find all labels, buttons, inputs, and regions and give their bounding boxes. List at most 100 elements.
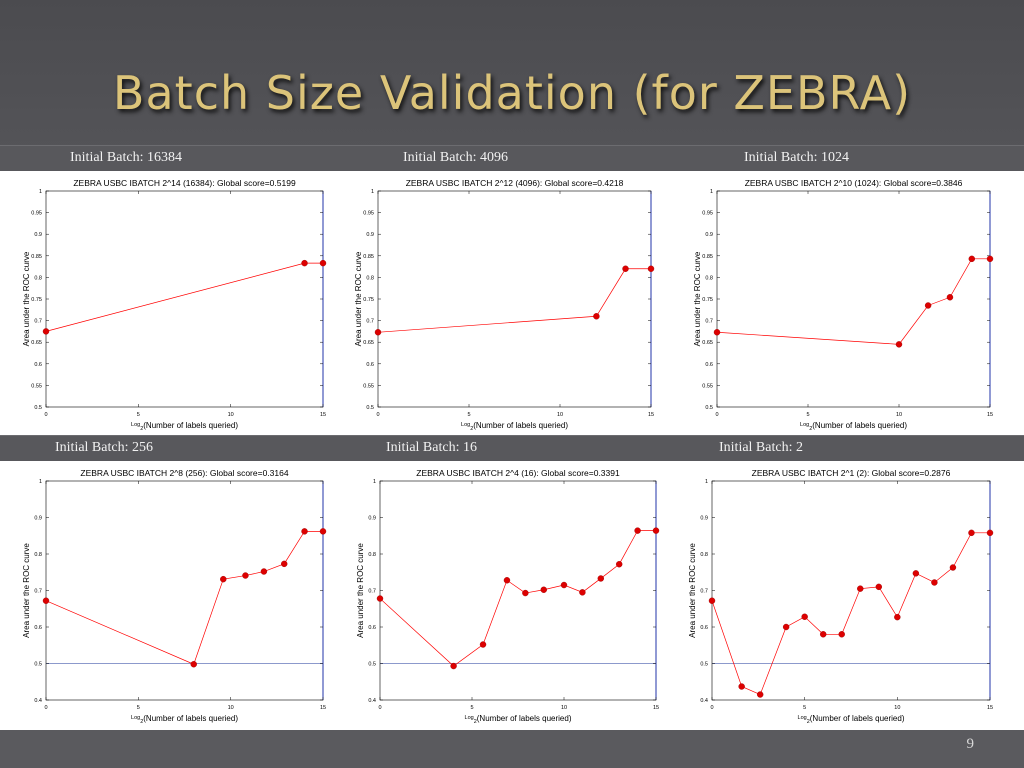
x-axis-label: Log2(Number of labels queried) xyxy=(131,714,238,725)
data-point xyxy=(968,255,975,263)
y-tick-label: 0.7 xyxy=(366,319,374,325)
y-tick-label: 0.85 xyxy=(363,254,374,260)
footer-bar xyxy=(0,730,1024,768)
chart-title: ZEBRA USBC IBATCH 2^8 (256): Global scor… xyxy=(80,468,288,478)
slide-title: Batch Size Validation (for ZEBRA) xyxy=(112,66,912,120)
series-line xyxy=(716,258,990,345)
x-tick-label: 10 xyxy=(561,705,567,711)
data-point xyxy=(376,595,384,602)
x-tick-label: 5 xyxy=(803,705,806,711)
data-point xyxy=(616,561,623,568)
y-axis-label: Area under the ROC curve xyxy=(354,251,363,346)
data-point xyxy=(540,586,547,593)
x-axis-label: Log2(Number of labels queried) xyxy=(800,421,907,432)
data-point xyxy=(622,265,629,272)
data-point xyxy=(756,691,764,698)
data-point xyxy=(479,641,487,648)
row-label-16: Initial Batch: 16 xyxy=(386,440,477,455)
y-tick-label: 0.7 xyxy=(368,589,376,595)
y-tick-label: 0.4 xyxy=(368,698,376,704)
y-tick-label: 0.8 xyxy=(368,552,376,558)
row-label-1024: Initial Batch: 1024 xyxy=(744,150,849,165)
data-point xyxy=(597,575,604,582)
y-tick-label: 0.7 xyxy=(34,589,42,595)
y-tick-label: 0.75 xyxy=(363,297,374,303)
data-point xyxy=(560,581,568,589)
y-tick-label: 0.8 xyxy=(705,275,713,281)
x-axis-label: Log2(Number of labels queried) xyxy=(131,421,238,432)
bottom-row-charts-panel xyxy=(0,461,1024,730)
y-tick-label: 0.5 xyxy=(34,405,42,411)
x-tick-label: 10 xyxy=(894,705,900,711)
y-tick-label: 0.5 xyxy=(366,405,374,411)
y-tick-label: 0.85 xyxy=(702,254,713,260)
y-tick-label: 0.65 xyxy=(31,340,42,346)
data-point xyxy=(986,255,994,263)
chart-ibatch-1024: ZEBRA USBC IBATCH 2^10 (1024): Global sc… xyxy=(693,178,994,432)
row-label-16384: Initial Batch: 16384 xyxy=(70,150,182,165)
axes-box xyxy=(45,480,324,701)
row-label-256: Initial Batch: 256 xyxy=(55,440,153,455)
y-tick-label: 0.8 xyxy=(34,275,42,281)
y-tick-label: 0.8 xyxy=(34,552,42,558)
data-point xyxy=(652,527,660,534)
data-point xyxy=(503,577,511,584)
data-point xyxy=(281,560,288,568)
data-point xyxy=(968,529,975,537)
data-point xyxy=(220,575,227,583)
data-point xyxy=(931,579,938,586)
series-line xyxy=(377,268,651,333)
data-point xyxy=(894,613,901,621)
y-tick-label: 1 xyxy=(39,189,42,195)
y-tick-label: 0.5 xyxy=(705,405,713,411)
y-axis-label: Area under the ROC curve xyxy=(22,251,31,346)
data-point xyxy=(949,564,957,571)
data-point xyxy=(242,572,249,579)
chart-ibatch-256: ZEBRA USBC IBATCH 2^8 (256): Global scor… xyxy=(22,468,327,725)
y-tick-label: 0.55 xyxy=(363,383,374,389)
data-point xyxy=(875,583,883,591)
data-point xyxy=(738,683,745,690)
page-number: 9 xyxy=(966,736,975,752)
data-point xyxy=(42,597,50,604)
y-tick-label: 0.75 xyxy=(31,297,42,303)
y-tick-label: 0.4 xyxy=(34,698,42,704)
data-point xyxy=(912,570,920,577)
data-point xyxy=(708,597,716,604)
data-point xyxy=(450,662,457,670)
y-tick-label: 0.65 xyxy=(702,340,713,346)
data-point xyxy=(924,302,932,309)
chart-title: ZEBRA USBC IBATCH 2^1 (2): Global score=… xyxy=(752,468,951,478)
data-point xyxy=(260,568,268,575)
y-tick-label: 0.7 xyxy=(34,319,42,325)
x-tick-label: 10 xyxy=(896,412,902,418)
x-axis-label: Log2(Number of labels queried) xyxy=(465,714,572,725)
row-label-2: Initial Batch: 2 xyxy=(719,440,803,455)
data-point xyxy=(374,329,382,336)
data-point xyxy=(593,313,600,320)
y-tick-label: 0.6 xyxy=(34,625,42,631)
x-tick-label: 10 xyxy=(228,705,234,711)
data-point xyxy=(713,329,721,336)
y-tick-label: 0.95 xyxy=(363,211,374,217)
bottom-row-band xyxy=(0,435,1024,463)
data-point xyxy=(522,589,529,597)
y-tick-label: 0.8 xyxy=(700,552,708,558)
x-tick-label: 5 xyxy=(137,705,140,711)
y-tick-label: 0.6 xyxy=(700,625,708,631)
y-tick-label: 1 xyxy=(39,479,42,485)
y-tick-label: 0.75 xyxy=(702,297,713,303)
data-point xyxy=(819,631,827,638)
data-point xyxy=(301,528,308,535)
data-point xyxy=(986,529,994,537)
y-tick-label: 0.9 xyxy=(366,232,374,238)
y-tick-label: 0.8 xyxy=(366,275,374,281)
y-tick-label: 0.7 xyxy=(700,589,708,595)
y-tick-label: 0.9 xyxy=(705,232,713,238)
top-row-charts-panel xyxy=(0,171,1024,435)
series-line xyxy=(45,531,323,665)
y-tick-label: 0.9 xyxy=(368,516,376,522)
x-tick-label: 15 xyxy=(987,705,993,711)
y-axis-label: Area under the ROC curve xyxy=(688,543,697,638)
data-point xyxy=(647,265,655,272)
